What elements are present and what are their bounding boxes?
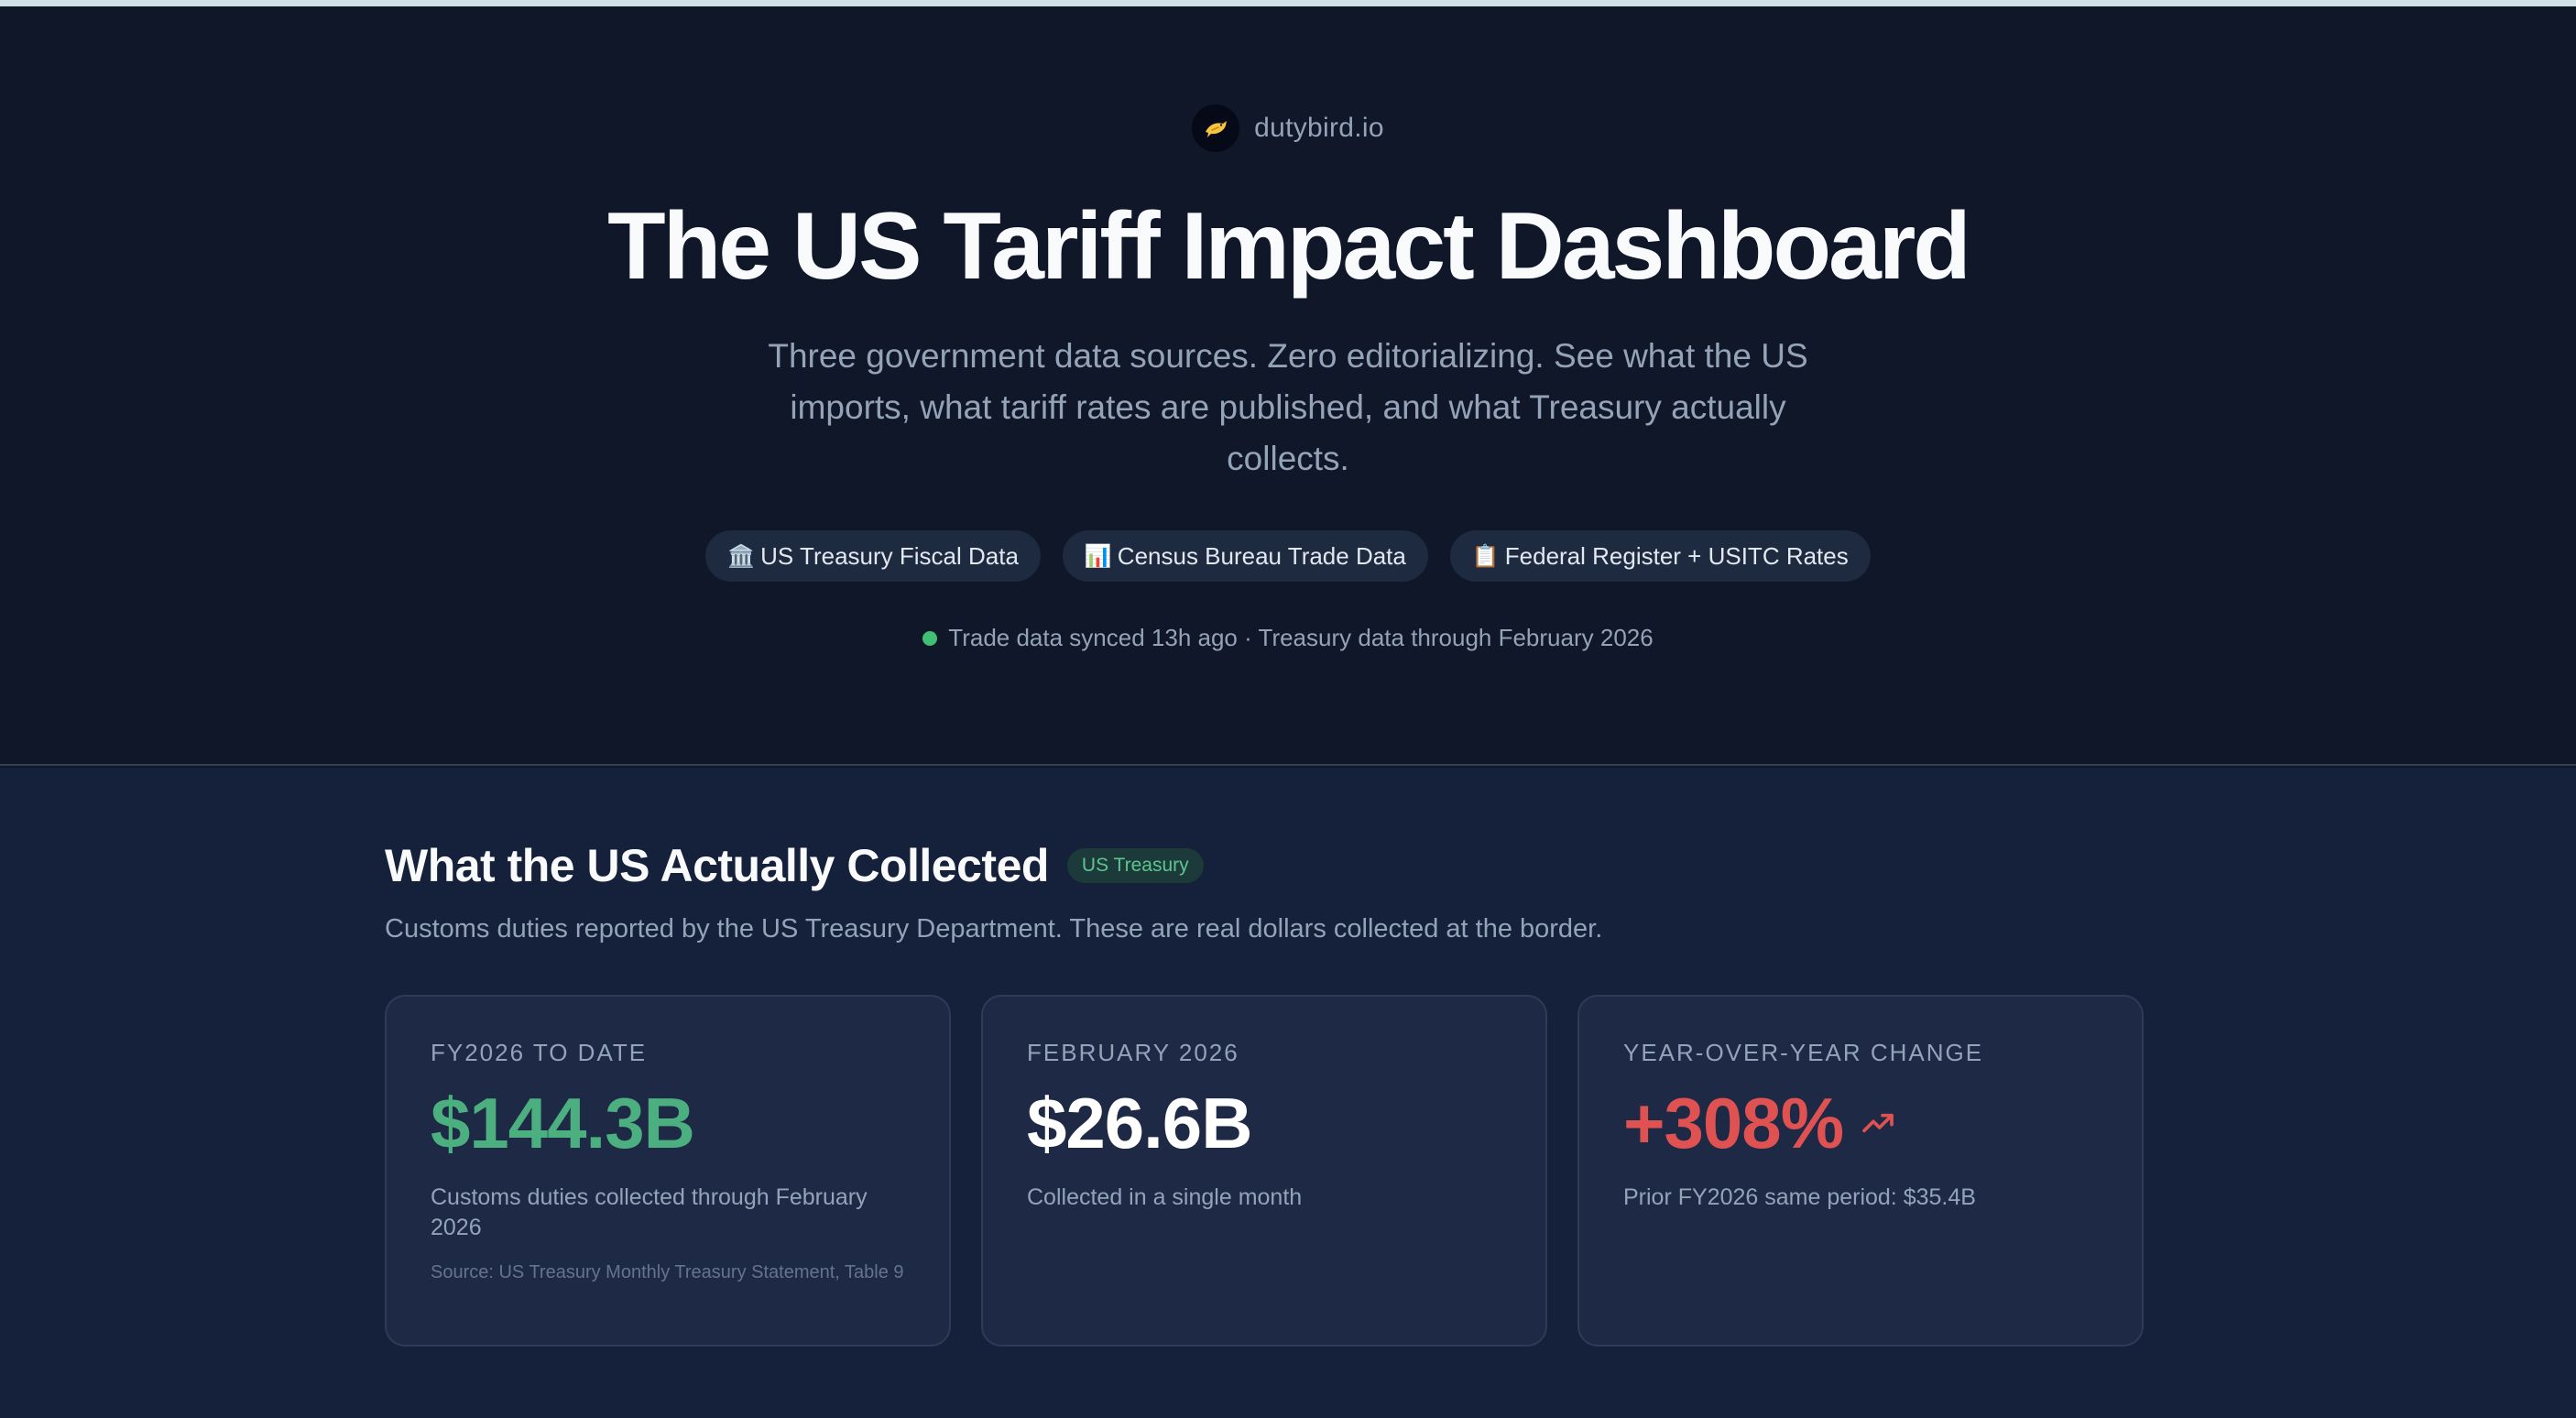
bar-chart-icon: 📊 <box>1084 543 1112 569</box>
stat-card-description: Collected in a single month <box>1027 1184 1303 1210</box>
stat-card-description: Customs duties collected through Februar… <box>431 1184 868 1240</box>
stat-card-fy-to-date: FY2026 TO DATE $144.3B Customs duties co… <box>385 995 951 1347</box>
sync-status-text: Trade data synced 13h ago · Treasury dat… <box>948 624 1654 651</box>
hero-subtitle: Three government data sources. Zero edit… <box>768 337 1808 477</box>
stat-card-monthly: FEBRUARY 2026 $26.6B Collected in a sing… <box>981 995 1547 1347</box>
stat-value-text: $26.6B <box>1027 1083 1253 1163</box>
source-pill-label: Federal Register + USITC Rates <box>1504 541 1849 570</box>
stat-card-value: $144.3B <box>431 1082 905 1164</box>
source-pill-census[interactable]: 📊 Census Bureau Trade Data <box>1062 530 1428 582</box>
status-dot-icon <box>922 630 938 646</box>
stat-value-text: +308% <box>1623 1083 1844 1163</box>
section-description: Customs duties reported by the US Treasu… <box>385 914 1603 944</box>
bank-icon: 🏛️ <box>727 543 756 569</box>
source-pill-label: Census Bureau Trade Data <box>1117 541 1406 570</box>
collected-section: What the US Actually Collected US Treasu… <box>0 768 2576 1418</box>
stat-card-label: FEBRUARY 2026 <box>1027 1039 1239 1066</box>
stat-card-yoy-change: YEAR-OVER-YEAR CHANGE +308% Prior FY2026… <box>1577 995 2144 1347</box>
trending-up-icon <box>1862 1113 1894 1133</box>
clipboard-icon: 📋 <box>1471 543 1500 569</box>
stat-card-label: YEAR-OVER-YEAR CHANGE <box>1623 1039 1984 1066</box>
section-header: What the US Actually Collected US Treasu… <box>385 839 1204 892</box>
brand-name: dutybird.io <box>1254 113 1384 143</box>
stat-value-text: $144.3B <box>431 1083 695 1163</box>
stat-cards: FY2026 TO DATE $144.3B Customs duties co… <box>385 995 2144 1347</box>
section-title: What the US Actually Collected <box>385 840 1049 891</box>
stat-card-value: $26.6B <box>1027 1082 1501 1164</box>
hero-section: dutybird.io The US Tariff Impact Dashboa… <box>0 6 2576 766</box>
stat-card-label: FY2026 TO DATE <box>431 1039 648 1066</box>
sync-status: Trade data synced 13h ago · Treasury dat… <box>0 624 2576 652</box>
source-badge: US Treasury <box>1066 848 1204 883</box>
stat-card-description: Prior FY2026 same period: $35.4B <box>1623 1184 1976 1210</box>
source-pill-treasury[interactable]: 🏛️ US Treasury Fiscal Data <box>705 530 1041 582</box>
data-source-pills: 🏛️ US Treasury Fiscal Data 📊 Census Bure… <box>0 530 2576 582</box>
source-pill-label: US Treasury Fiscal Data <box>760 541 1019 570</box>
page-title: The US Tariff Impact Dashboard <box>607 193 1971 300</box>
source-pill-federal-register[interactable]: 📋 Federal Register + USITC Rates <box>1449 530 1871 582</box>
stat-card-value: +308% <box>1623 1082 2098 1164</box>
bird-icon <box>1192 104 1240 152</box>
top-accent-bar <box>0 0 2576 6</box>
brand[interactable]: dutybird.io <box>0 104 2576 152</box>
stat-card-source: Source: US Treasury Monthly Treasury Sta… <box>431 1262 904 1282</box>
